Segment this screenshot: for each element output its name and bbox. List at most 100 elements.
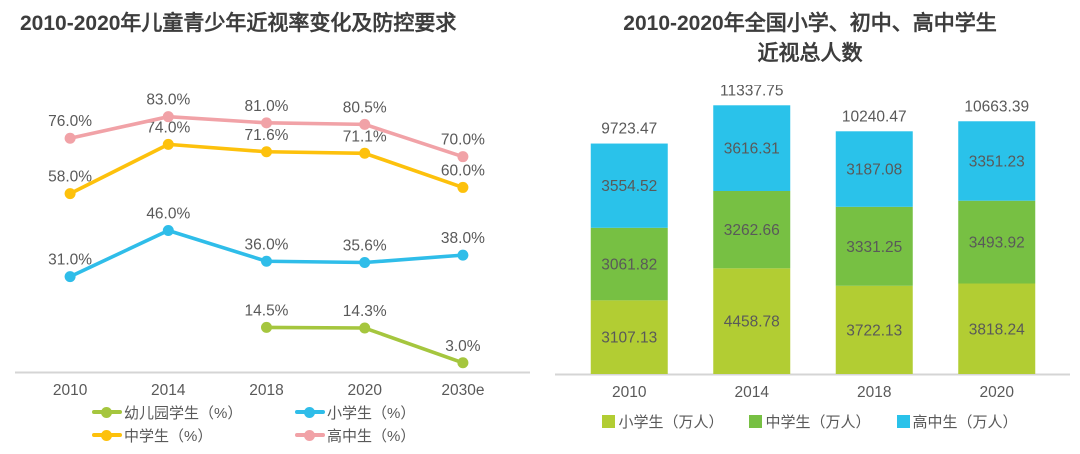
- legend-swatch-icon: [749, 414, 763, 428]
- data-point-marker: [359, 118, 371, 130]
- data-point-marker: [457, 249, 469, 261]
- bar-segment: [713, 190, 791, 269]
- legend-item: 幼儿园学生（%）: [92, 401, 295, 423]
- x-axis-tick: 2010: [53, 382, 88, 399]
- data-point-label: 70.0%: [441, 132, 485, 149]
- legend-label: 小学生（万人）: [618, 413, 724, 431]
- data-point-marker: [162, 138, 174, 150]
- bar-chart-legend: 小学生（万人） 中学生（万人） 高中生（万人）: [540, 410, 1080, 432]
- data-point-marker: [162, 111, 174, 123]
- bar-segment: [835, 206, 913, 286]
- legend-label: 中学生（%）: [124, 427, 213, 445]
- legend-item: 高中生（%）: [295, 424, 415, 446]
- data-point-marker: [457, 357, 469, 369]
- data-point-marker: [457, 151, 469, 163]
- x-axis-tick: 2018: [249, 382, 283, 399]
- bar-segment-label: 3107.13: [601, 330, 657, 347]
- line-chart-legend: 幼儿园学生（%） 小学生（%） 中学生（%） 高中生（%）: [92, 401, 415, 446]
- data-point-marker: [64, 271, 76, 283]
- line-chart-title: 2010-2020年儿童青少年近视率变化及防控要求: [20, 12, 457, 35]
- bar-segment-label: 3493.92: [969, 235, 1025, 252]
- bar-chart-title-line2: 近视总人数: [757, 42, 863, 65]
- bar-segment: [958, 283, 1036, 374]
- data-point-label: 71.1%: [343, 128, 387, 145]
- data-point-marker: [162, 225, 174, 236]
- bar-segment-label: 3331.25: [846, 239, 902, 256]
- bar-segment-label: 3061.82: [601, 257, 657, 274]
- legend-label: 高中生（万人）: [912, 413, 1018, 431]
- data-point-label: 31.0%: [48, 252, 92, 269]
- bar-segment: [590, 227, 668, 301]
- myopia-rate-line-chart: 2010 2014 2018 2020 2030e 14.5% 14.3% 3.0% 31.0%…: [15, 92, 530, 399]
- bar-total-label: 10663.39: [964, 98, 1029, 115]
- legend-item: 小学生（万人）: [602, 410, 723, 432]
- bar-segment-label: 3187.08: [846, 162, 902, 179]
- bar-segment-label: 4458.78: [724, 314, 780, 331]
- legend-item: 中学生（%）: [92, 424, 295, 446]
- bar-segment: [835, 131, 913, 207]
- legend-swatch-icon: [295, 406, 325, 418]
- myopia-count-stacked-bar-chart: 3107.13 3061.82 3554.52 9723.47 2010 4458.78 3…: [555, 85, 1070, 401]
- data-point-label: 80.5%: [343, 99, 387, 116]
- legend-swatch-icon: [896, 414, 910, 428]
- myopia-rate-line-chart-panel: 2010-2020年儿童青少年近视率变化及防控要求 2010 2014 2018 20…: [15, 12, 530, 446]
- data-point-marker: [261, 117, 272, 129]
- x-axis-tick: 2014: [735, 384, 770, 401]
- bar-segment: [713, 268, 791, 374]
- bar-segment: [958, 200, 1036, 284]
- bar-segment-label: 3616.31: [724, 141, 780, 158]
- x-axis-tick: 2020: [980, 384, 1015, 401]
- data-point-label: 14.3%: [343, 303, 387, 320]
- data-point-label: 81.0%: [245, 98, 289, 115]
- legend-item: 小学生（%）: [295, 401, 415, 423]
- bar-segment: [835, 285, 913, 374]
- data-point-label: 76.0%: [48, 113, 92, 130]
- data-point-label: 46.0%: [146, 206, 190, 223]
- data-point-marker: [64, 188, 76, 200]
- data-point-label: 3.0%: [445, 338, 481, 355]
- data-point-marker: [359, 322, 371, 334]
- legend-label: 幼儿园学生（%）: [124, 404, 243, 422]
- data-point-label: 35.6%: [343, 237, 387, 254]
- data-point-label: 60.0%: [441, 162, 485, 179]
- bar-segment-label: 3722.13: [846, 322, 902, 339]
- data-point-marker: [261, 146, 272, 158]
- data-point-label: 83.0%: [146, 92, 190, 109]
- bar-total-label: 11337.75: [720, 85, 784, 99]
- x-axis-tick: 2018: [857, 384, 891, 401]
- bar-chart-title-line1: 2010-2020年全国小学、初中、高中学生: [623, 12, 997, 35]
- data-point-label: 14.5%: [245, 302, 289, 319]
- data-point-marker: [261, 321, 272, 333]
- legend-swatch-icon: [602, 414, 616, 428]
- bar-chart-title: 2010-2020年全国小学、初中、高中学生 近视总人数: [540, 9, 1080, 69]
- data-point-label: 36.0%: [245, 236, 289, 253]
- myopia-count-bar-chart-panel: 2010-2020年全国小学、初中、高中学生 近视总人数 3107.13 3061…: [540, 0, 1080, 454]
- legend-item: 中学生（万人）: [749, 410, 871, 432]
- data-point-label: 74.0%: [146, 119, 190, 136]
- data-point-marker: [359, 256, 371, 268]
- bar-segment-label: 3262.66: [724, 222, 780, 239]
- legend-label: 高中生（%）: [327, 427, 416, 445]
- data-point-marker: [64, 132, 76, 144]
- x-axis-tick: 2010: [612, 384, 647, 401]
- data-point-label: 58.0%: [48, 169, 92, 186]
- bar-total-label: 9723.47: [601, 121, 657, 138]
- legend-label: 中学生（万人）: [765, 413, 871, 431]
- data-point-marker: [261, 255, 272, 267]
- data-point-label: 38.0%: [441, 230, 485, 247]
- legend-swatch-icon: [295, 429, 325, 441]
- data-point-label: 71.6%: [245, 127, 289, 144]
- legend-item: 高中生（万人）: [896, 410, 1018, 432]
- legend-swatch-icon: [92, 429, 122, 441]
- x-axis-tick: 2014: [151, 382, 186, 399]
- data-point-marker: [457, 181, 469, 193]
- x-axis-tick: 2020: [347, 382, 382, 399]
- data-point-marker: [359, 147, 371, 159]
- legend-label: 小学生（%）: [327, 404, 416, 422]
- bar-total-label: 10240.47: [842, 108, 907, 125]
- bar-segment-label: 3818.24: [969, 321, 1025, 338]
- bar-segment: [590, 300, 668, 374]
- x-axis-tick: 2030e: [441, 382, 484, 399]
- legend-swatch-icon: [92, 406, 122, 418]
